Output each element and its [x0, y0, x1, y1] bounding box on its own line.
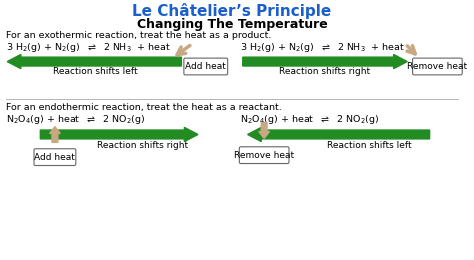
Text: Remove heat: Remove heat [407, 62, 467, 71]
Text: Remove heat: Remove heat [234, 151, 294, 160]
Text: For an exothermic reaction, treat the heat as a product.: For an exothermic reaction, treat the he… [6, 31, 272, 41]
FancyBboxPatch shape [34, 149, 76, 166]
Text: Add heat: Add heat [35, 153, 75, 162]
Text: N$_2$O$_4$(g) + heat  $\rightleftharpoons$  2 NO$_2$(g): N$_2$O$_4$(g) + heat $\rightleftharpoons… [240, 113, 379, 126]
FancyBboxPatch shape [412, 58, 462, 75]
FancyArrow shape [247, 127, 429, 141]
Text: Reaction shifts right: Reaction shifts right [279, 67, 370, 76]
FancyArrow shape [50, 127, 60, 142]
FancyArrow shape [259, 123, 270, 138]
Text: Add heat: Add heat [185, 62, 226, 71]
Text: For an endothermic reaction, treat the heat as a reactant.: For an endothermic reaction, treat the h… [6, 103, 282, 112]
FancyBboxPatch shape [239, 147, 289, 164]
FancyArrow shape [7, 55, 182, 69]
Text: Changing The Temperature: Changing The Temperature [137, 18, 328, 31]
Text: N$_2$O$_4$(g) + heat  $\rightleftharpoons$  2 NO$_2$(g): N$_2$O$_4$(g) + heat $\rightleftharpoons… [6, 113, 146, 126]
Text: 3 H$_2$(g) + N$_2$(g)  $\rightleftharpoons$  2 NH$_3$  + heat: 3 H$_2$(g) + N$_2$(g) $\rightleftharpoon… [6, 41, 171, 54]
Text: Reaction shifts right: Reaction shifts right [97, 141, 188, 150]
FancyArrow shape [40, 127, 198, 141]
Text: Reaction shifts left: Reaction shifts left [54, 67, 138, 76]
FancyArrow shape [243, 55, 407, 69]
Text: Reaction shifts left: Reaction shifts left [327, 141, 411, 150]
Text: Le Châtelier’s Principle: Le Châtelier’s Principle [132, 3, 332, 19]
FancyBboxPatch shape [184, 58, 228, 75]
Text: 3 H$_2$(g) + N$_2$(g)  $\rightleftharpoons$  2 NH$_3$  + heat: 3 H$_2$(g) + N$_2$(g) $\rightleftharpoon… [240, 41, 405, 54]
